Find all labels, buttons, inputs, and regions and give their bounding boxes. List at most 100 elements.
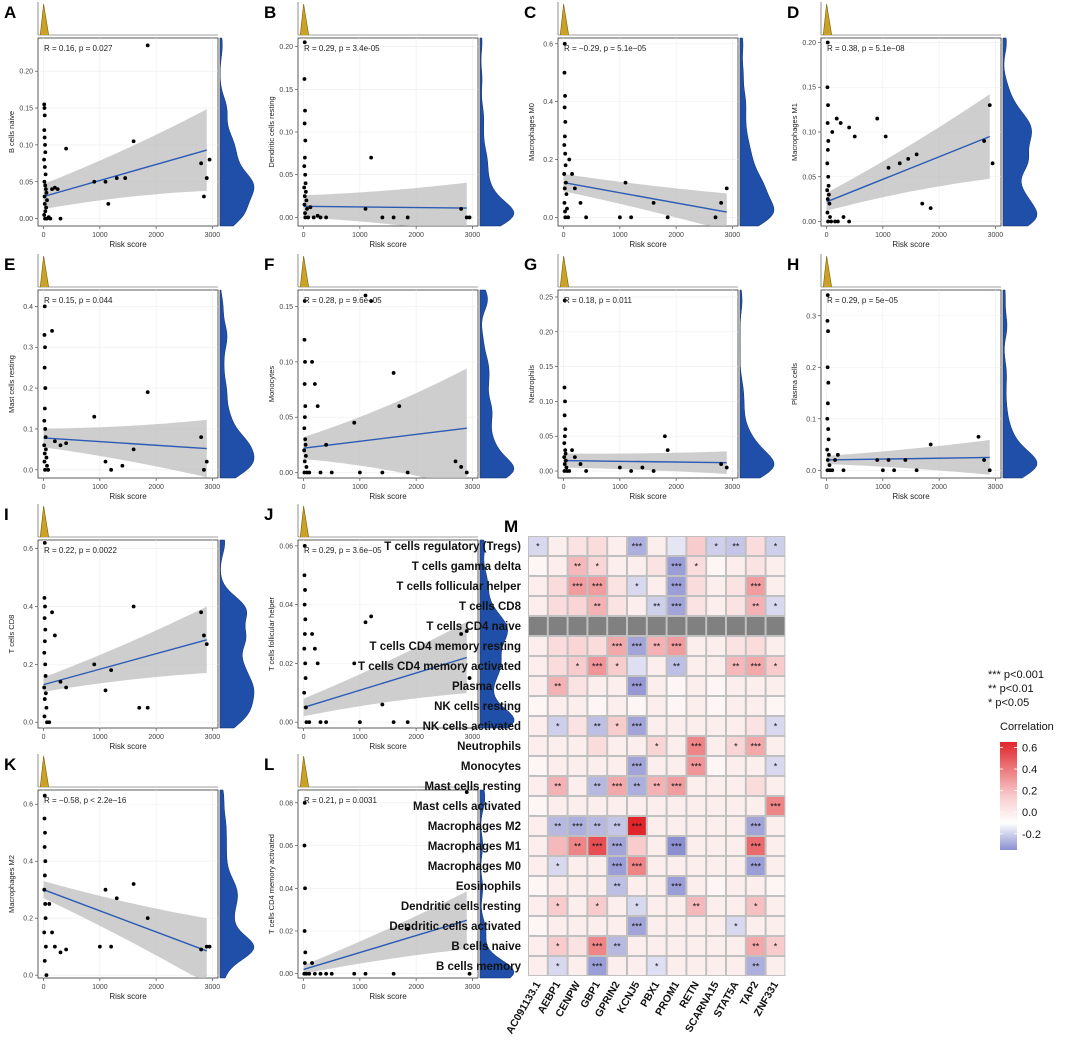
data-point	[562, 455, 567, 460]
heatmap-cell	[529, 877, 547, 895]
heatmap-cell	[647, 597, 666, 615]
data-point	[120, 463, 125, 468]
data-point	[987, 103, 992, 108]
y-tick-label: 0.2	[23, 662, 33, 669]
heatmap-cell	[766, 817, 785, 835]
x-tick-label: 0	[562, 484, 566, 491]
heatmap-cell	[707, 797, 725, 815]
panel-letter: G	[524, 255, 537, 274]
data-point	[563, 151, 568, 156]
data-point	[302, 164, 307, 169]
data-point	[892, 468, 897, 473]
data-point	[42, 451, 47, 456]
panel-letter: C	[524, 3, 536, 22]
x-tick-label: 3000	[205, 734, 221, 741]
data-point	[106, 201, 111, 206]
heatmap-cell	[746, 817, 765, 835]
data-point	[826, 174, 831, 179]
heatmap-cell	[628, 637, 646, 655]
row-label: Dendritic cells resting	[401, 901, 521, 913]
x-tick-label: 2000	[148, 484, 164, 491]
right-density	[479, 789, 515, 979]
data-point	[827, 463, 832, 468]
heatmap-cell	[707, 757, 725, 775]
y-axis-label: Mast cells resting	[7, 355, 16, 413]
y-tick-label: 0.0	[23, 973, 33, 980]
heatmap-cell	[766, 717, 785, 735]
heatmap-cell	[667, 717, 686, 735]
data-point	[114, 896, 119, 901]
heatmap-cell	[647, 817, 666, 835]
data-point	[324, 442, 329, 447]
data-point	[131, 604, 136, 609]
significance-stars: ***	[632, 722, 643, 732]
heatmap-cell	[588, 537, 607, 555]
top-density-spike	[559, 3, 569, 36]
row-label: Dendritic cells activated	[389, 921, 521, 933]
data-point	[563, 458, 568, 463]
heatmap-cell	[548, 597, 567, 615]
data-point	[42, 616, 47, 620]
stat-label: R = 0.29, p = 3.6e−05	[304, 546, 382, 555]
heatmap-cell	[687, 877, 706, 895]
row-label: NK cells resting	[434, 701, 521, 713]
y-tick-label: 0.02	[279, 929, 293, 936]
significance-stars: ***	[750, 822, 761, 832]
heatmap-cell	[647, 697, 666, 715]
x-tick-label: 1000	[92, 984, 108, 991]
data-point	[563, 93, 567, 98]
data-point	[43, 172, 48, 177]
heatmap-cell	[628, 717, 646, 735]
heatmap-cell	[727, 737, 745, 755]
data-point	[391, 371, 396, 375]
panel-D: D R = 0.38, p = 5.1e−08 0 1000 2000 3000 0.00 0…	[787, 2, 1038, 249]
heatmap-cell	[766, 657, 785, 675]
data-point	[662, 434, 667, 439]
y-tick-label: 0.20	[539, 329, 553, 336]
heatmap-cell	[568, 857, 587, 875]
heatmap-cell	[568, 637, 587, 655]
heatmap-cell	[707, 697, 725, 715]
data-point	[329, 470, 334, 475]
data-point	[303, 108, 307, 113]
data-point	[825, 148, 830, 152]
data-point	[303, 138, 308, 143]
y-tick-label: 0.20	[802, 40, 816, 47]
data-point	[43, 209, 48, 214]
panel-I: I R = 0.22, p = 0.0022 0 1000 2000 3000 0.0 0.2…	[4, 504, 255, 751]
heatmap-cell	[588, 577, 607, 595]
data-point	[52, 185, 57, 190]
data-point	[131, 447, 136, 452]
heatmap-cell	[628, 597, 646, 615]
y-axis-label: B cells naive	[7, 111, 16, 153]
heatmap-cell	[608, 917, 626, 935]
y-tick-label: 0.00	[279, 215, 293, 222]
confidence-band	[43, 606, 207, 692]
heatmap-cell	[647, 657, 666, 675]
data-point	[665, 448, 670, 453]
heatmap-cell	[667, 577, 686, 595]
heatmap-cell	[588, 717, 607, 735]
data-point	[825, 85, 830, 90]
data-point	[42, 459, 47, 464]
panel-H: H R = 0.29, p = 5e−05 0 1000 2000 3000 0.0 0.1 0…	[787, 254, 1038, 501]
data-point	[315, 404, 320, 409]
heatmap-cell	[628, 817, 646, 835]
x-tick-label: 0	[562, 232, 566, 239]
confidence-band	[43, 419, 207, 478]
significance-stars: ***	[691, 742, 702, 752]
data-point	[109, 467, 114, 472]
y-tick-label: 0.3	[806, 313, 816, 320]
data-point	[847, 125, 852, 130]
heatmap-cell	[707, 717, 725, 735]
heatmap-cell	[548, 917, 567, 935]
significance-stars: ***	[632, 542, 643, 552]
data-point	[42, 102, 47, 107]
right-density	[479, 289, 515, 479]
heatmap-cell	[687, 597, 706, 615]
data-point	[50, 930, 54, 935]
heatmap-cell	[687, 857, 706, 875]
data-point	[562, 186, 567, 191]
heatmap-cell	[707, 677, 725, 695]
significance-stars: ***	[592, 842, 603, 852]
